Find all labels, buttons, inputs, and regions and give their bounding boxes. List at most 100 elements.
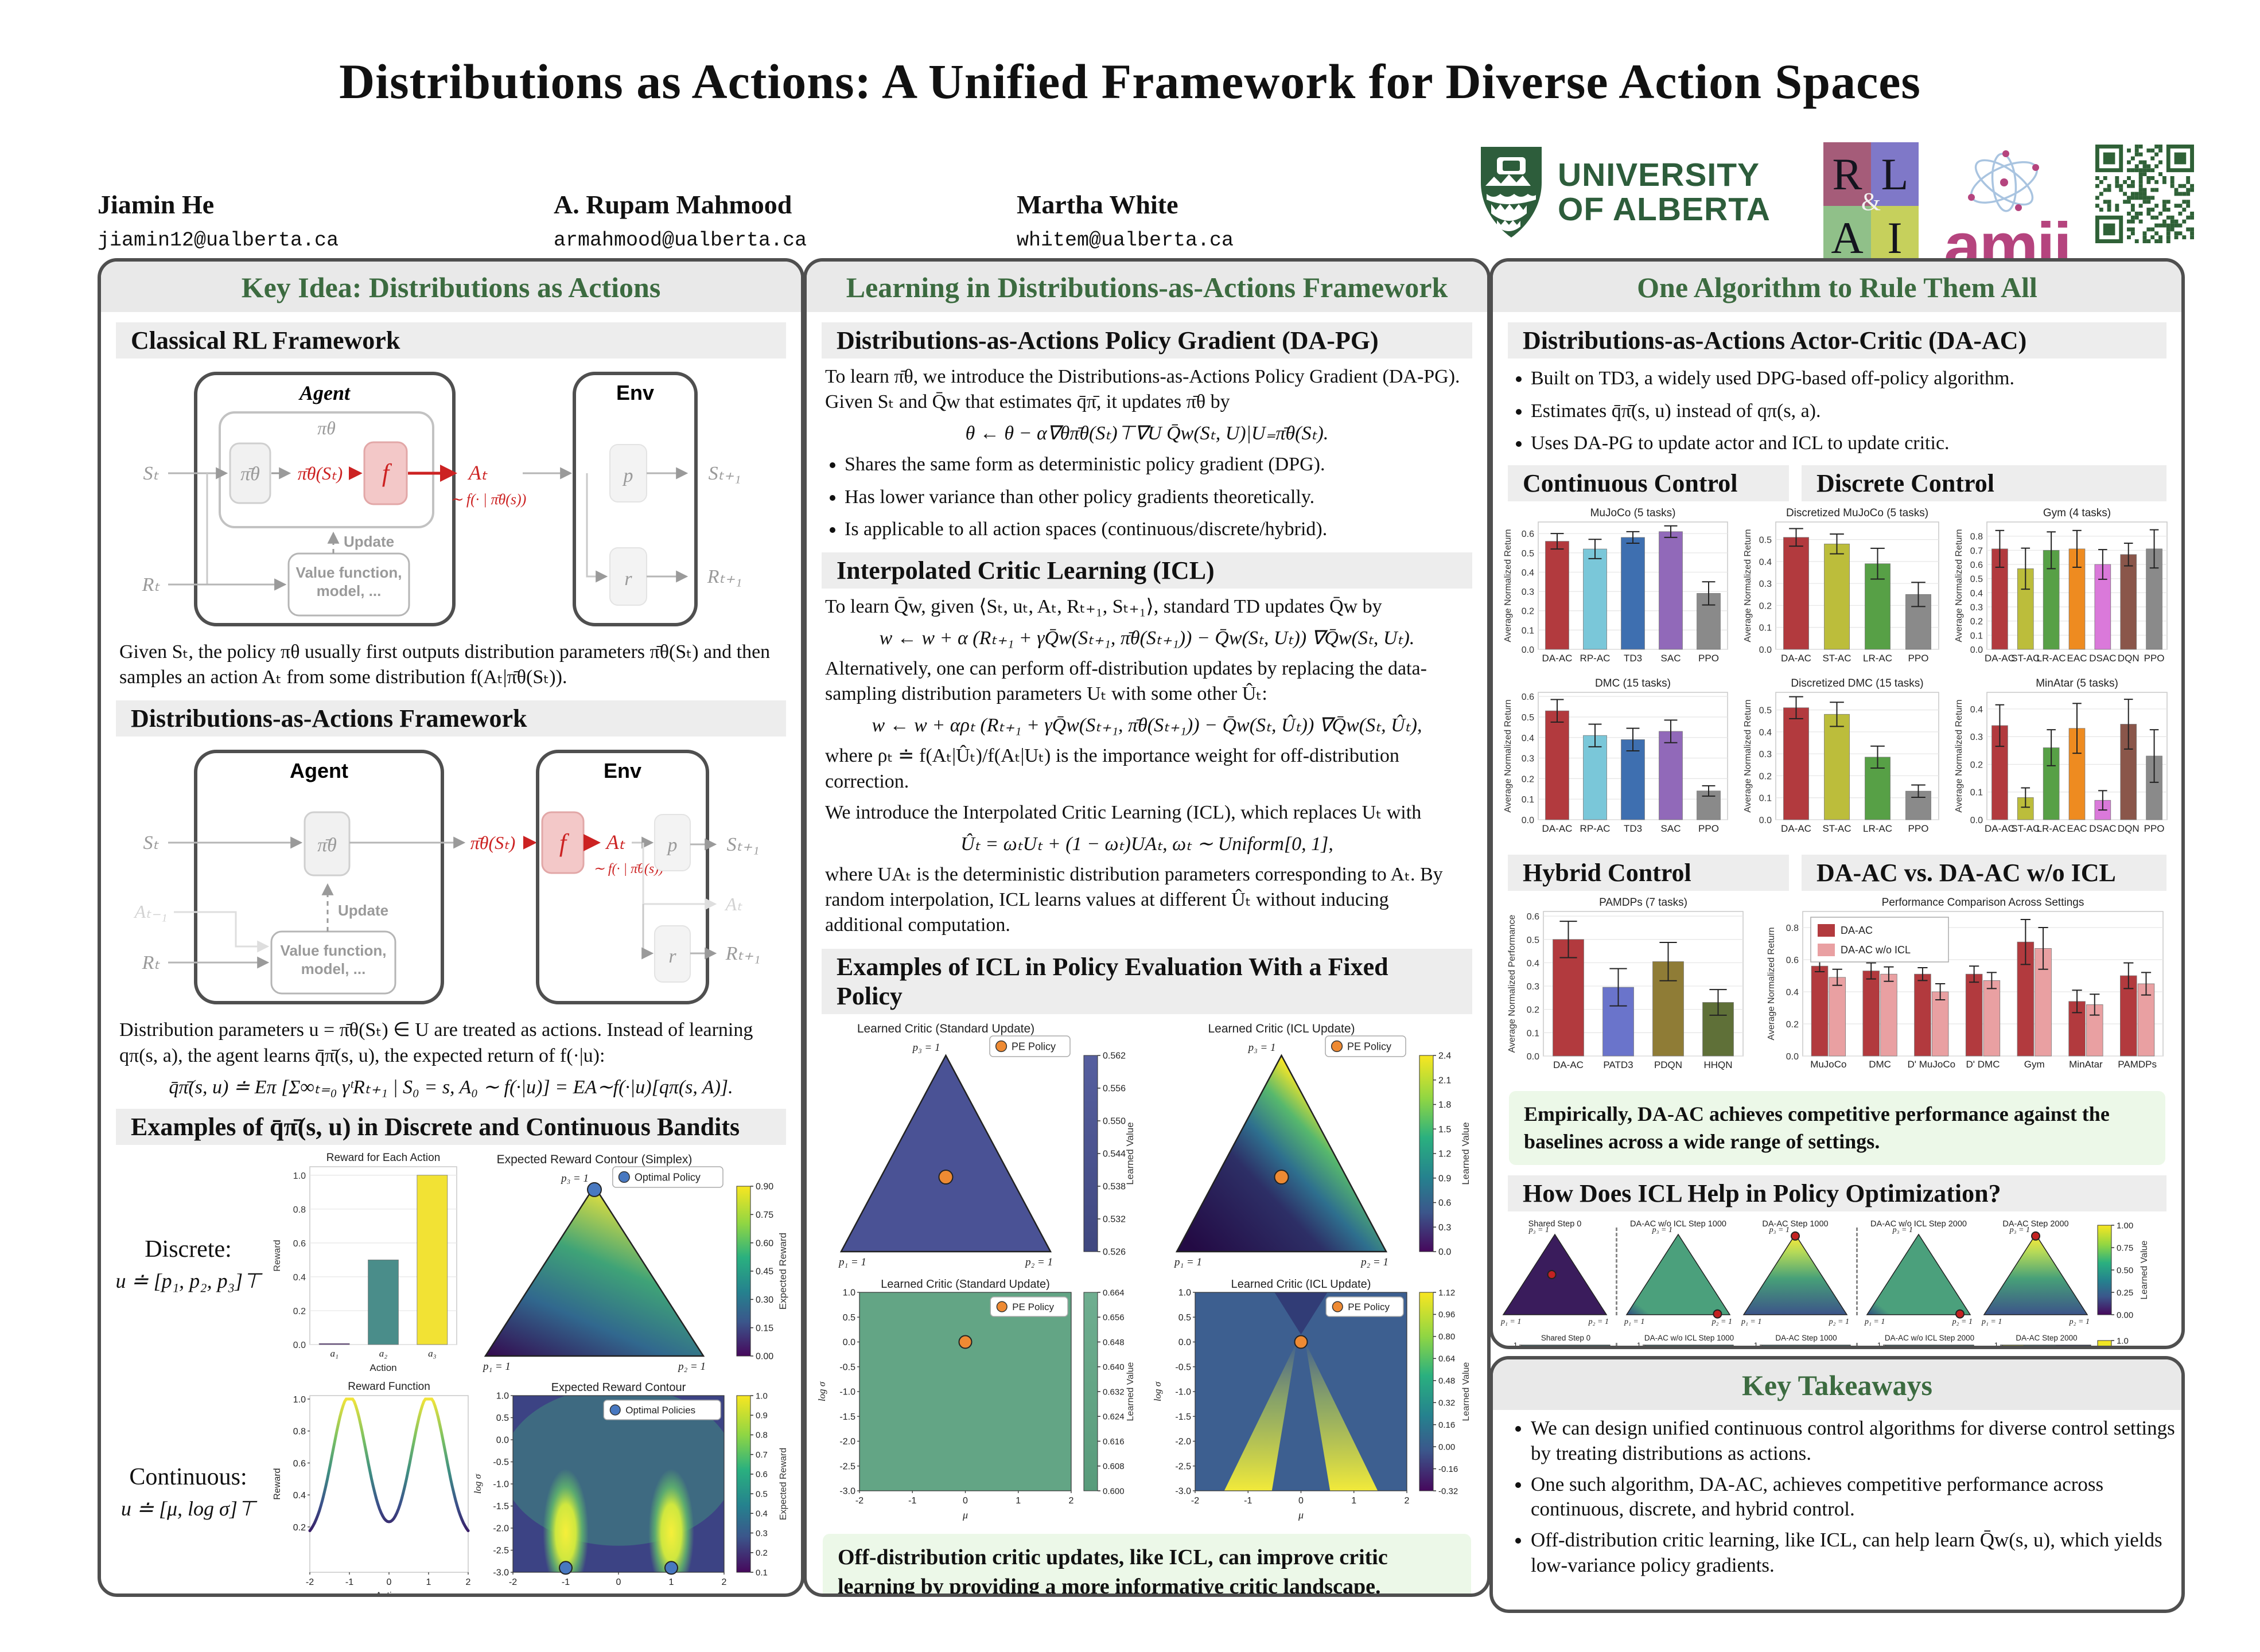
svg-text:Update: Update <box>338 902 388 919</box>
svg-text:-2: -2 <box>855 1496 863 1506</box>
svg-text:1: 1 <box>1016 1496 1021 1506</box>
svg-text:0.3: 0.3 <box>1527 982 1539 992</box>
svg-text:1: 1 <box>1637 1341 1641 1349</box>
svg-text:0.532: 0.532 <box>1103 1214 1126 1224</box>
benchmark-row-2: 0.0 0.1 0.2 0.3 0.4 0.5 0.6 DMC (15 tasks) Avera… <box>1497 676 2177 846</box>
svg-text:Reward: Reward <box>273 1240 282 1271</box>
rlai-ampersand: & <box>1861 188 1881 216</box>
dashed-divider <box>1616 1227 1617 1315</box>
svg-text:r: r <box>668 946 676 967</box>
svg-text:Average Normalized Return: Average Normalized Return <box>1954 699 1964 812</box>
svg-text:0.0: 0.0 <box>1438 1247 1451 1257</box>
svg-text:0.5: 0.5 <box>1178 1312 1191 1322</box>
svg-text:DA-AC Step 2000: DA-AC Step 2000 <box>2016 1334 2077 1342</box>
svg-text:-2.5: -2.5 <box>839 1462 855 1471</box>
svg-text:0.5: 0.5 <box>1759 535 1772 545</box>
svg-text:-2.0: -2.0 <box>839 1437 855 1447</box>
svg-text:Learned Value: Learned Value <box>2140 1240 2149 1299</box>
svg-text:Aₜ₋₁: Aₜ₋₁ <box>134 901 168 922</box>
svg-text:0.538: 0.538 <box>1103 1182 1126 1191</box>
svg-text:-0.16: -0.16 <box>1438 1464 1458 1474</box>
svg-text:∼ f(· | π̄θ(s)): ∼ f(· | π̄θ(s)) <box>450 491 527 508</box>
svg-text:DA-AC Step 1000: DA-AC Step 1000 <box>1775 1334 1837 1342</box>
svg-text:-1.5: -1.5 <box>493 1502 509 1511</box>
daac-2000-simplex: DA-AC Step 2000 p₃ = 1 p₁ = 1 p₂ = 1 <box>1977 1217 2094 1332</box>
svg-text:1.2: 1.2 <box>1438 1149 1451 1159</box>
dapg-equation: θ ← θ − α∇θπ̄θ(Sₜ)⊤∇U Q̄w(Sₜ, U)|U₌π̄θ(S… <box>965 423 1329 445</box>
svg-text:ST-AC: ST-AC <box>2011 823 2040 834</box>
offdist-equation: w ← w + αρₜ (Rₜ₊₁ + γQ̄w(Sₜ₊₁, π̄θ(Sₜ₊₁)… <box>872 715 1422 737</box>
pe-simplex-row: Learned Critic (Standard Update) p₃ = 1 p₁… <box>811 1020 1483 1274</box>
svg-text:0.6: 0.6 <box>293 1459 306 1468</box>
svg-text:PE Policy: PE Policy <box>1012 1302 1054 1312</box>
svg-text:Sₜ: Sₜ <box>143 832 159 854</box>
svg-text:PPO: PPO <box>1908 823 1929 834</box>
svg-text:0: 0 <box>387 1577 392 1587</box>
svg-text:PPO: PPO <box>1698 823 1719 834</box>
svg-text:0.4: 0.4 <box>1759 727 1772 737</box>
svg-text:μ: μ <box>962 1509 968 1521</box>
svg-text:Update: Update <box>344 533 394 550</box>
svg-text:-1: -1 <box>562 1577 570 1587</box>
td-equation: w ← w + α (Rₜ₊₁ + γQ̄w(Sₜ₊₁, π̄θ(Sₜ₊₁)) … <box>879 628 1415 649</box>
svg-text:TD3: TD3 <box>1624 653 1642 664</box>
svg-text:-2.5: -2.5 <box>1175 1462 1191 1471</box>
svg-text:0.616: 0.616 <box>1103 1436 1125 1446</box>
svg-text:-1.5: -1.5 <box>839 1412 855 1421</box>
svg-text:1: 1 <box>669 1577 674 1587</box>
svg-text:ST-AC: ST-AC <box>1822 823 1851 834</box>
svg-text:Env: Env <box>616 381 654 404</box>
woicl-1000-simplex: DA-AC w/o ICL Step 1000 p₃ = 1 p₁ = 1 p₂ = … <box>1620 1217 1737 1332</box>
svg-text:0.1: 0.1 <box>1522 795 1534 805</box>
svg-text:DA-AC w/o ICL Step 2000: DA-AC w/o ICL Step 2000 <box>1885 1334 1974 1342</box>
svg-text:0.45: 0.45 <box>756 1267 773 1276</box>
dapg-intro: To learn π̄θ, we introduce the Distribut… <box>825 366 1460 413</box>
svg-text:0.0: 0.0 <box>843 1338 855 1347</box>
svg-text:p₃ = 1: p₃ = 1 <box>1652 1226 1672 1234</box>
svg-text:LR-AC: LR-AC <box>1863 653 1892 664</box>
svg-text:Learned Value: Learned Value <box>1461 1362 1471 1421</box>
classical-rl-diagram: Agent πθ π̄θ π̄θ(Sₜ) f Aₜ ∼ f(· | π̄θ(s)… <box>142 372 742 626</box>
svg-text:Learned Value: Learned Value <box>1126 1362 1135 1421</box>
rlai-cell-r: R <box>1823 142 1871 206</box>
svg-text:0.16: 0.16 <box>1438 1420 1455 1429</box>
svg-text:0.48: 0.48 <box>1438 1376 1455 1386</box>
section-ablation: DA-AC vs. DA-AC w/o ICL <box>1802 854 2166 891</box>
svg-text:SAC: SAC <box>1661 823 1681 834</box>
svg-text:0.5: 0.5 <box>1527 935 1539 945</box>
svg-text:p₁ = 1: p₁ = 1 <box>1624 1318 1644 1326</box>
svg-text:-1.0: -1.0 <box>493 1479 509 1489</box>
svg-text:0.1: 0.1 <box>1759 623 1772 633</box>
woicl-2000-simplex: DA-AC w/o ICL Step 2000 p₃ = 1 p₁ = 1 p₂ = … <box>1860 1217 1977 1332</box>
svg-text:0.96: 0.96 <box>1438 1310 1455 1319</box>
section-how-icl-helps: How Does ICL Help in Policy Optimization… <box>1508 1175 2166 1211</box>
svg-text:0.2: 0.2 <box>1522 606 1534 616</box>
section-continuous-control: Continuous Control <box>1508 465 1789 501</box>
svg-text:1: 1 <box>1351 1496 1356 1506</box>
svg-text:p: p <box>623 465 633 486</box>
svg-text:Reward for Each Action: Reward for Each Action <box>326 1152 441 1164</box>
svg-text:model, ...: model, ... <box>317 582 382 599</box>
hybrid-subheaders: Hybrid Control DA-AC vs. DA-AC w/o ICL <box>1508 854 2166 891</box>
svg-text:0.8: 0.8 <box>756 1430 768 1440</box>
svg-text:DA-AC w/o ICL Step 2000: DA-AC w/o ICL Step 2000 <box>1870 1219 1967 1229</box>
svg-text:0.00: 0.00 <box>2117 1310 2133 1320</box>
svg-text:0.5: 0.5 <box>1522 548 1534 558</box>
svg-text:p₃ = 1: p₃ = 1 <box>560 1172 589 1185</box>
pe-critic-icl-heatmap: Learned Critic (ICL Update) 1.0 0.5 0.0 -0.5… <box>1152 1275 1477 1525</box>
svg-text:0.5: 0.5 <box>496 1413 509 1423</box>
svg-text:PPO: PPO <box>2144 653 2165 664</box>
svg-text:0.2: 0.2 <box>1527 1005 1539 1015</box>
control-subheaders: Continuous Control Discrete Control <box>1508 465 2166 501</box>
dashed-divider <box>1856 1227 1858 1315</box>
svg-text:PDQN: PDQN <box>1654 1059 1682 1070</box>
author-3: Martha White whitem@ualberta.ca <box>1017 189 1234 252</box>
svg-text:DA-AC w/o ICL Step 1000: DA-AC w/o ICL Step 1000 <box>1630 1219 1726 1229</box>
icl-intro: To learn Q̄w, given ⟨Sₜ, uₜ, Aₜ, Rₜ₊₁, S… <box>825 595 1382 617</box>
svg-text:log σ: log σ <box>1153 1381 1163 1401</box>
svg-text:Learned Critic (ICL Update): Learned Critic (ICL Update) <box>1231 1278 1371 1291</box>
icl-help-simplex-row: Shared Step 0 p₃ = 1 p₁ = 1 p₂ = 1 DA-AC w/… <box>1496 1217 2178 1332</box>
svg-text:Agent: Agent <box>298 381 351 404</box>
svg-text:PE Policy: PE Policy <box>1012 1041 1056 1052</box>
